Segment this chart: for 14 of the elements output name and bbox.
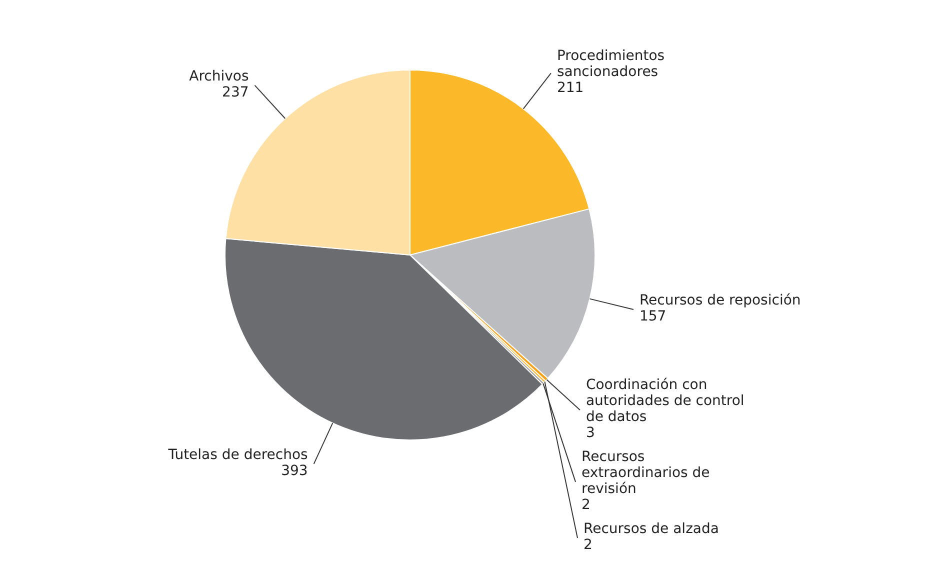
data-label: 2 xyxy=(582,496,590,513)
slice-label: Archivos xyxy=(189,68,249,84)
data-label: 2 xyxy=(584,536,592,553)
slice-label: Coordinación con autoridades de control de datos xyxy=(586,376,744,425)
slice-label: Recursos extraordinarios de revisión xyxy=(582,448,710,497)
data-label: 3 xyxy=(586,424,595,441)
data-label: 157 xyxy=(639,308,666,324)
slice-label: Recursos de reposición xyxy=(639,292,801,308)
data-label: 393 xyxy=(281,462,308,479)
slice-label: Tutelas de derechos xyxy=(167,446,308,463)
slice-label: Procedimientos sancionadores xyxy=(556,48,665,80)
data-label: 211 xyxy=(556,80,584,96)
slice-label: Recursos de alzada xyxy=(584,520,719,537)
data-label: 237 xyxy=(222,84,249,100)
